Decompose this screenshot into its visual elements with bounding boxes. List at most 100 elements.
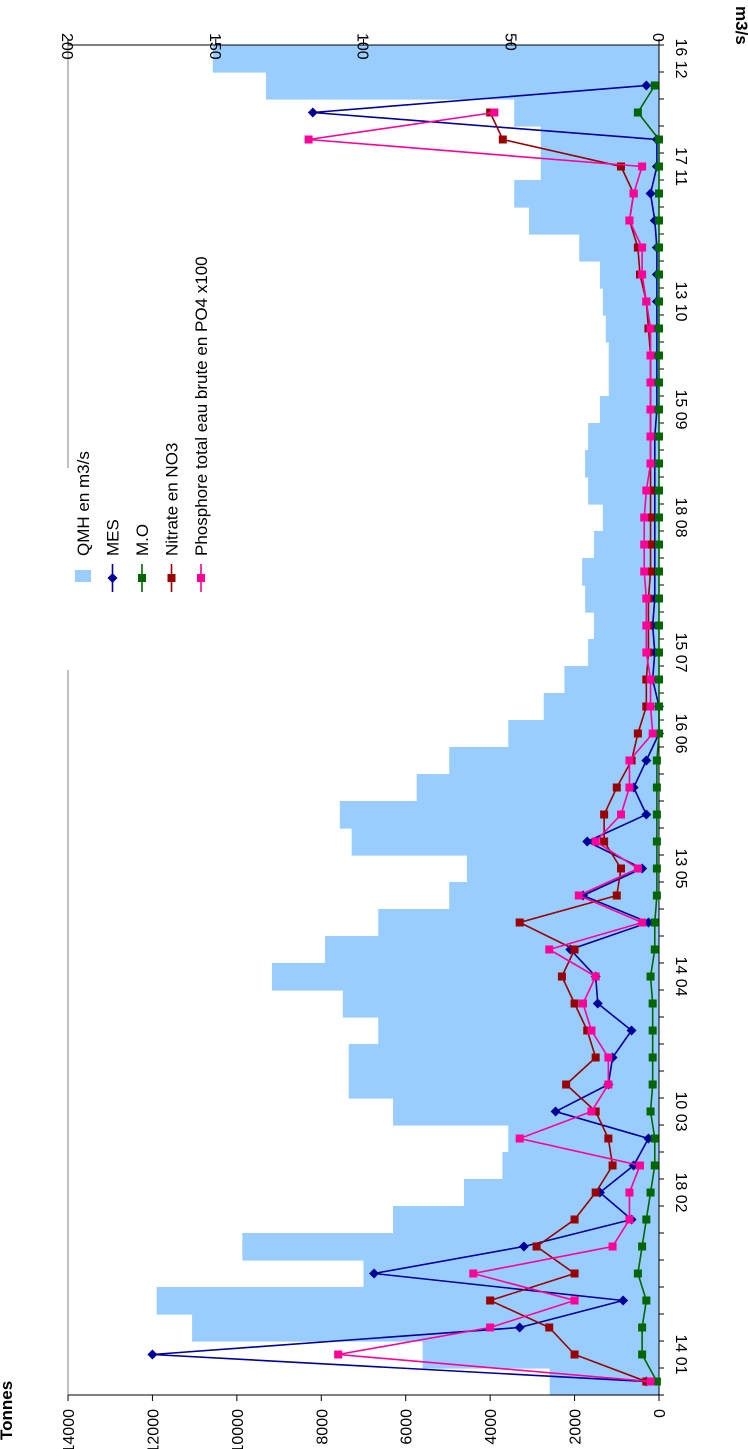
data-point — [604, 1134, 613, 1143]
data-point — [490, 108, 499, 117]
right-axis-tick-label: 0 — [649, 33, 666, 42]
data-point — [570, 1269, 579, 1278]
data-point — [600, 837, 609, 846]
data-point — [600, 810, 609, 819]
data-point — [633, 108, 642, 117]
data-point — [655, 459, 663, 468]
time-axis-tick-label: 15 09 — [672, 389, 689, 429]
data-point — [545, 1323, 554, 1332]
data-point — [591, 1188, 600, 1197]
data-point — [633, 864, 642, 873]
data-point — [655, 432, 663, 441]
data-point — [591, 1107, 600, 1116]
data-point — [648, 1053, 657, 1062]
data-point — [591, 972, 600, 981]
data-point — [625, 1188, 634, 1197]
data-point — [655, 270, 663, 279]
qmh-bar — [212, 45, 660, 73]
data-point — [646, 459, 655, 468]
qmh-bar — [242, 1233, 659, 1261]
data-point — [618, 1295, 629, 1306]
data-point — [629, 189, 638, 198]
data-point — [304, 135, 313, 144]
data-point — [652, 810, 661, 819]
data-point — [655, 297, 663, 306]
data-point — [655, 567, 663, 576]
series-line — [487, 112, 652, 1383]
data-point — [646, 1107, 655, 1116]
data-point — [570, 1296, 579, 1305]
legend-swatch — [75, 570, 91, 582]
data-point — [638, 1242, 647, 1251]
time-axis-tick-label: 15 07 — [672, 632, 689, 672]
data-point — [515, 1134, 524, 1143]
data-point — [655, 405, 663, 414]
legend-label: MES — [104, 519, 123, 556]
legend-marker — [167, 574, 176, 582]
data-point — [642, 702, 651, 711]
data-point — [655, 540, 663, 549]
qmh-bar — [449, 747, 659, 775]
qmh-bar — [378, 1017, 659, 1045]
data-point — [646, 351, 655, 360]
left-axis-tick-label: 8000 — [314, 1409, 331, 1445]
data-point — [650, 945, 659, 954]
data-point — [486, 1296, 495, 1305]
data-point — [655, 243, 663, 252]
data-point — [655, 351, 663, 360]
data-point — [646, 540, 655, 549]
data-point — [550, 1106, 561, 1117]
data-point — [642, 297, 651, 306]
data-point — [640, 513, 649, 522]
series-line — [308, 111, 654, 1383]
time-axis-tick-label: 14 01 — [672, 1334, 689, 1374]
data-point — [562, 1080, 571, 1089]
legend — [75, 564, 205, 592]
time-axis-tick-label: 18 02 — [672, 1172, 689, 1212]
data-point — [640, 540, 649, 549]
time-axis-tick-label: 16 12 — [672, 38, 689, 78]
legend-label: M.O — [133, 524, 152, 556]
qmh-bar — [602, 288, 659, 316]
qmh-bar — [325, 936, 659, 964]
data-point — [545, 945, 554, 954]
data-point — [655, 324, 663, 333]
qmh-bar — [265, 72, 659, 100]
data-point — [625, 216, 634, 225]
data-point — [640, 567, 649, 576]
left-axis-tick-label: 12000 — [145, 1409, 162, 1449]
data-point — [648, 1026, 657, 1035]
data-point — [592, 998, 603, 1009]
data-point — [655, 135, 663, 144]
right-axis-tick-label: 100 — [354, 33, 371, 60]
data-point — [570, 999, 579, 1008]
data-point — [641, 809, 652, 820]
data-point — [655, 594, 663, 603]
data-point — [646, 324, 655, 333]
data-point — [652, 864, 661, 873]
data-point — [648, 999, 657, 1008]
data-point — [608, 1161, 617, 1170]
data-point — [638, 270, 647, 279]
data-point — [655, 648, 663, 657]
qmh-bar — [271, 963, 659, 991]
qmh-bar — [540, 126, 659, 154]
data-point — [650, 1134, 659, 1143]
data-point — [515, 918, 524, 927]
data-point — [655, 675, 663, 684]
data-point — [642, 1215, 651, 1224]
data-point — [648, 729, 657, 738]
data-point — [633, 1269, 642, 1278]
qmh-bar — [508, 1125, 659, 1153]
time-axis-tick-label: 14 04 — [672, 956, 689, 996]
qmh-bar — [422, 1341, 659, 1369]
data-point — [646, 972, 655, 981]
qmh-bar — [192, 1314, 660, 1342]
data-point — [625, 756, 634, 765]
data-point — [612, 891, 621, 900]
data-point — [650, 918, 659, 927]
data-point — [652, 783, 661, 792]
data-point — [557, 972, 566, 981]
data-point — [612, 783, 621, 792]
